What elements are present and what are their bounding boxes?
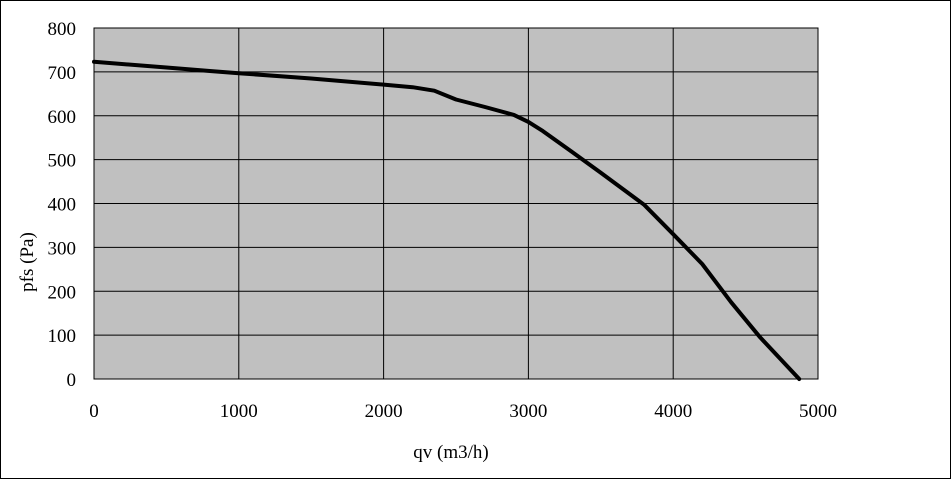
y-tick-label: 400 (48, 195, 77, 216)
y-axis-label: pfs (Pa) (17, 232, 38, 292)
y-tick-label: 800 (48, 19, 77, 40)
y-axis-ticks: 0 100 200 300 400 500 600 700 800 (48, 19, 77, 391)
y-tick-label: 500 (48, 151, 77, 172)
y-tick-label: 0 (67, 370, 77, 391)
x-axis-ticks: 0 1000 2000 3000 4000 5000 (89, 401, 837, 422)
x-tick-label: 3000 (509, 401, 547, 422)
x-tick-label: 2000 (365, 401, 403, 422)
y-tick-label: 700 (48, 63, 77, 84)
x-tick-label: 0 (89, 401, 99, 422)
y-tick-label: 100 (48, 326, 77, 347)
y-tick-label: 200 (48, 282, 77, 303)
x-tick-label: 5000 (799, 401, 837, 422)
grid-lines (93, 27, 819, 380)
series-line (92, 59, 802, 381)
x-tick-label: 1000 (220, 401, 258, 422)
y-tick-label: 600 (48, 107, 77, 128)
y-tick-label: 300 (48, 238, 77, 259)
x-axis-label: qv (m3/h) (413, 442, 488, 463)
x-tick-label: 4000 (654, 401, 692, 422)
